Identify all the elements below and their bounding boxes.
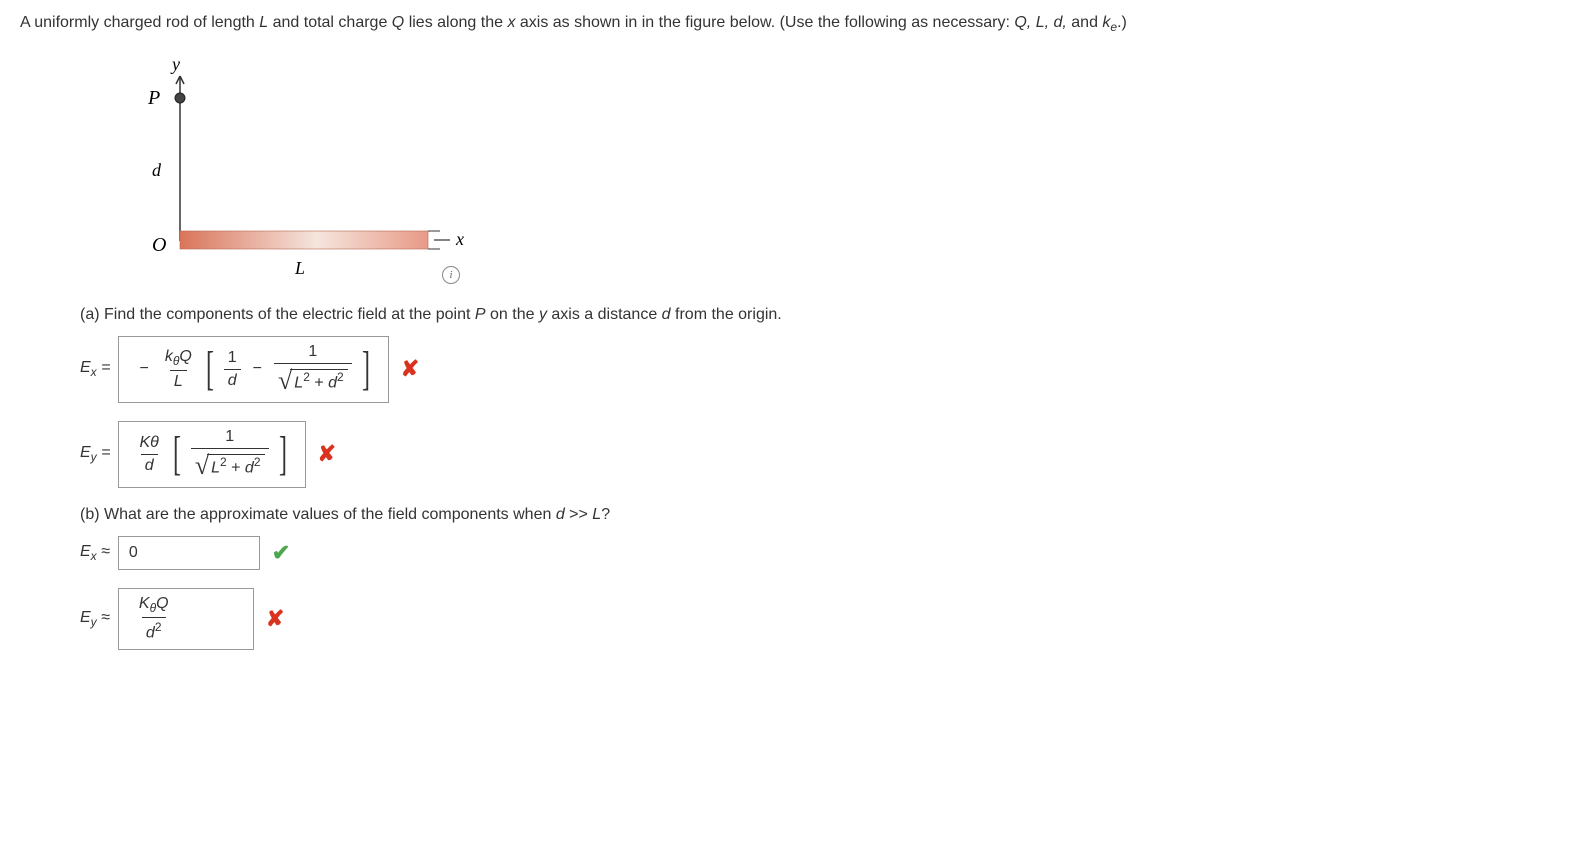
ex-row: Ex = − kθQ L [ 1 d − 1 √ <box>80 336 1565 403</box>
exb-answer-box[interactable]: 0 <box>118 536 260 570</box>
info-icon[interactable]: i <box>442 266 460 284</box>
eyb-answer-box[interactable]: KθQ d2 <box>118 588 254 650</box>
ex-lhs: Ex = <box>80 359 110 379</box>
label-O: O <box>152 234 166 256</box>
part-a-label: (a) Find the components of the electric … <box>80 306 1565 324</box>
ey-lhs: Ey = <box>80 444 110 464</box>
intro-text: A uniformly charged rod of length <box>20 14 259 31</box>
ex-answer-box[interactable]: − kθQ L [ 1 d − 1 √ L2 + d2 <box>118 336 388 403</box>
ey-mark-icon: ✘ <box>318 441 336 467</box>
ex-expr: − kθQ L [ 1 d − 1 √ L2 + d2 <box>131 343 375 396</box>
eyb-expr: KθQ d2 <box>131 595 177 643</box>
label-P: P <box>147 87 160 109</box>
label-L: L <box>294 258 305 278</box>
exb-row: Ex ≈ 0 ✔ <box>80 536 1565 570</box>
exb-value: 0 <box>129 544 138 562</box>
exb-mark-icon: ✔ <box>272 540 290 566</box>
figure: y P d O L x i <box>110 56 510 286</box>
var-L: L <box>259 14 268 31</box>
exb-lhs: Ex ≈ <box>80 543 110 563</box>
figure-svg: y P d O L x <box>110 56 470 286</box>
ex-mark-icon: ✘ <box>401 356 419 382</box>
problem-intro: A uniformly charged rod of length L and … <box>20 12 1565 36</box>
eyb-mark-icon: ✘ <box>266 606 284 632</box>
part-b-label: (b) What are the approximate values of t… <box>80 506 1565 524</box>
var-Q: Q <box>392 14 404 31</box>
eyb-row: Ey ≈ KθQ d2 ✘ <box>80 588 1565 650</box>
label-d: d <box>152 160 162 180</box>
label-x: x <box>455 229 464 249</box>
ey-row: Ey = Kθ d [ 1 √ L2 + d2 <box>80 421 1565 488</box>
ey-expr: Kθ d [ 1 √ L2 + d2 ] <box>131 428 292 481</box>
ey-answer-box[interactable]: Kθ d [ 1 √ L2 + d2 ] <box>118 421 305 488</box>
label-y: y <box>170 56 180 74</box>
eyb-lhs: Ey ≈ <box>80 609 110 629</box>
